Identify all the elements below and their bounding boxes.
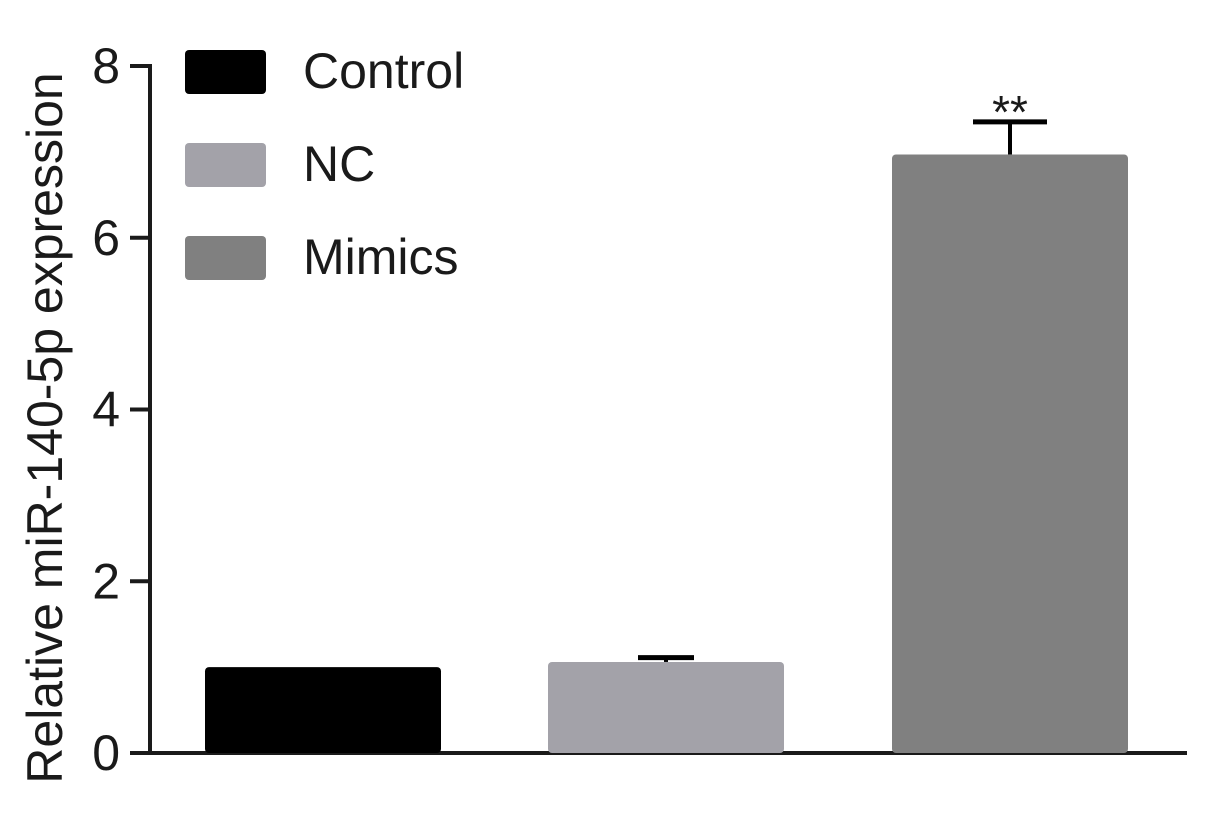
y-axis-label: Relative miR-140-5p expression xyxy=(17,72,73,783)
annotations-group: ** xyxy=(992,86,1028,138)
legend-swatch-control xyxy=(185,50,266,94)
bar-control xyxy=(205,667,441,753)
legend-label-mimics: Mimics xyxy=(303,229,459,285)
bar-mimics xyxy=(892,154,1128,754)
legend-label-nc: NC xyxy=(303,136,375,192)
y-tick-label: 4 xyxy=(92,382,120,438)
legend-label-control: Control xyxy=(303,43,464,99)
y-tick-label: 2 xyxy=(92,553,120,609)
y-tick-label: 8 xyxy=(92,38,120,94)
y-ticks-group: 0 2 4 6 8 xyxy=(92,38,150,781)
error-bars-group xyxy=(638,119,1047,662)
legend-swatch-nc xyxy=(185,143,266,187)
legend: Control NC Mimics xyxy=(185,43,464,285)
y-tick-label: 0 xyxy=(92,725,120,781)
significance-annotation: ** xyxy=(992,86,1028,138)
legend-swatch-mimics xyxy=(185,236,266,280)
y-tick-label: 6 xyxy=(92,210,120,266)
bar-nc xyxy=(548,661,784,753)
bars-group xyxy=(205,154,1128,754)
